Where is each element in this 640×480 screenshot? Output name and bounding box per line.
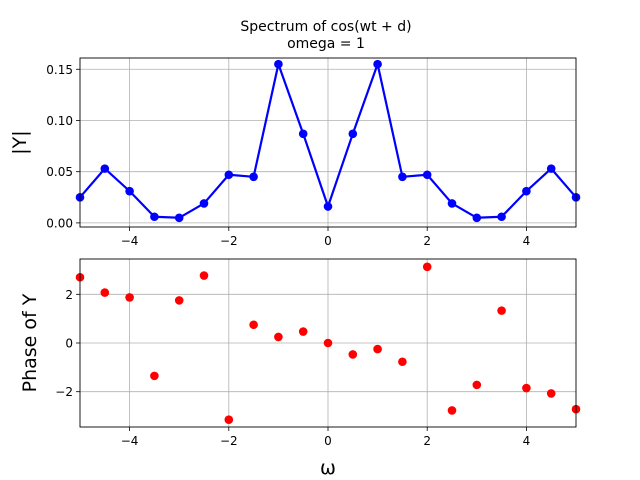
x-tick-label: 2 <box>423 234 431 248</box>
data-point <box>100 164 110 173</box>
data-point <box>249 320 258 330</box>
data-point <box>125 293 134 302</box>
data-point <box>199 271 209 280</box>
y-tick-label: −2 <box>55 385 73 399</box>
data-point <box>373 59 382 69</box>
data-point <box>546 389 556 398</box>
chart-title-line2: omega = 1 <box>287 36 365 52</box>
data-point <box>274 332 283 342</box>
data-point <box>497 212 506 222</box>
data-point <box>447 406 457 415</box>
x-tick-label: −2 <box>220 434 238 448</box>
x-tick-label: 4 <box>523 434 531 448</box>
chart-title-line1: Spectrum of cos(wt + d) <box>240 19 411 35</box>
data-point <box>422 170 432 180</box>
data-point <box>298 327 308 336</box>
data-point <box>274 59 283 69</box>
data-point <box>546 164 556 173</box>
x-tick-label: −4 <box>121 434 139 448</box>
phase-plot: −4 −2 0 2 4 −2 0 2 Phase of Y ω <box>19 258 581 479</box>
y-tick-label: 0.15 <box>46 63 73 77</box>
data-point <box>298 129 308 139</box>
x-tick-label: −2 <box>220 234 238 248</box>
magnitude-plot: −4 −2 0 2 4 0.00 0.05 0.10 0.15 |Y| <box>9 57 581 248</box>
y-tick-label: 0.05 <box>46 165 73 179</box>
data-point <box>398 357 407 367</box>
data-point <box>249 172 258 182</box>
y-axis-label: Phase of Y <box>19 293 41 392</box>
x-axis-label: ω <box>320 457 336 479</box>
data-point <box>150 371 159 381</box>
data-point <box>472 380 482 390</box>
data-point <box>348 129 358 139</box>
data-point <box>150 212 159 222</box>
data-point <box>125 186 134 196</box>
data-point <box>174 213 184 223</box>
data-point <box>447 199 457 208</box>
x-tick-label: 0 <box>324 234 332 248</box>
data-point <box>522 186 531 196</box>
x-tick-label: 2 <box>423 434 431 448</box>
data-point <box>174 296 184 305</box>
y-tick-label: 0.10 <box>46 114 73 128</box>
data-point <box>422 262 432 272</box>
data-point <box>199 199 209 208</box>
x-tick-label: 4 <box>523 234 531 248</box>
y-tick-label: 0.00 <box>46 216 73 230</box>
data-point <box>348 350 358 359</box>
y-tick-label: 2 <box>65 288 73 302</box>
x-tick-label: 0 <box>324 434 332 448</box>
y-tick-label: 0 <box>65 337 73 351</box>
data-point <box>497 306 506 315</box>
data-point <box>323 338 333 348</box>
data-point <box>224 415 234 424</box>
data-point <box>224 170 234 180</box>
data-point <box>472 213 482 223</box>
data-point <box>522 383 531 393</box>
data-point <box>373 344 382 354</box>
data-point <box>323 202 333 211</box>
x-tick-label: −4 <box>121 234 139 248</box>
y-axis-label: |Y| <box>9 130 31 154</box>
data-point <box>398 172 407 182</box>
data-point <box>100 288 110 297</box>
